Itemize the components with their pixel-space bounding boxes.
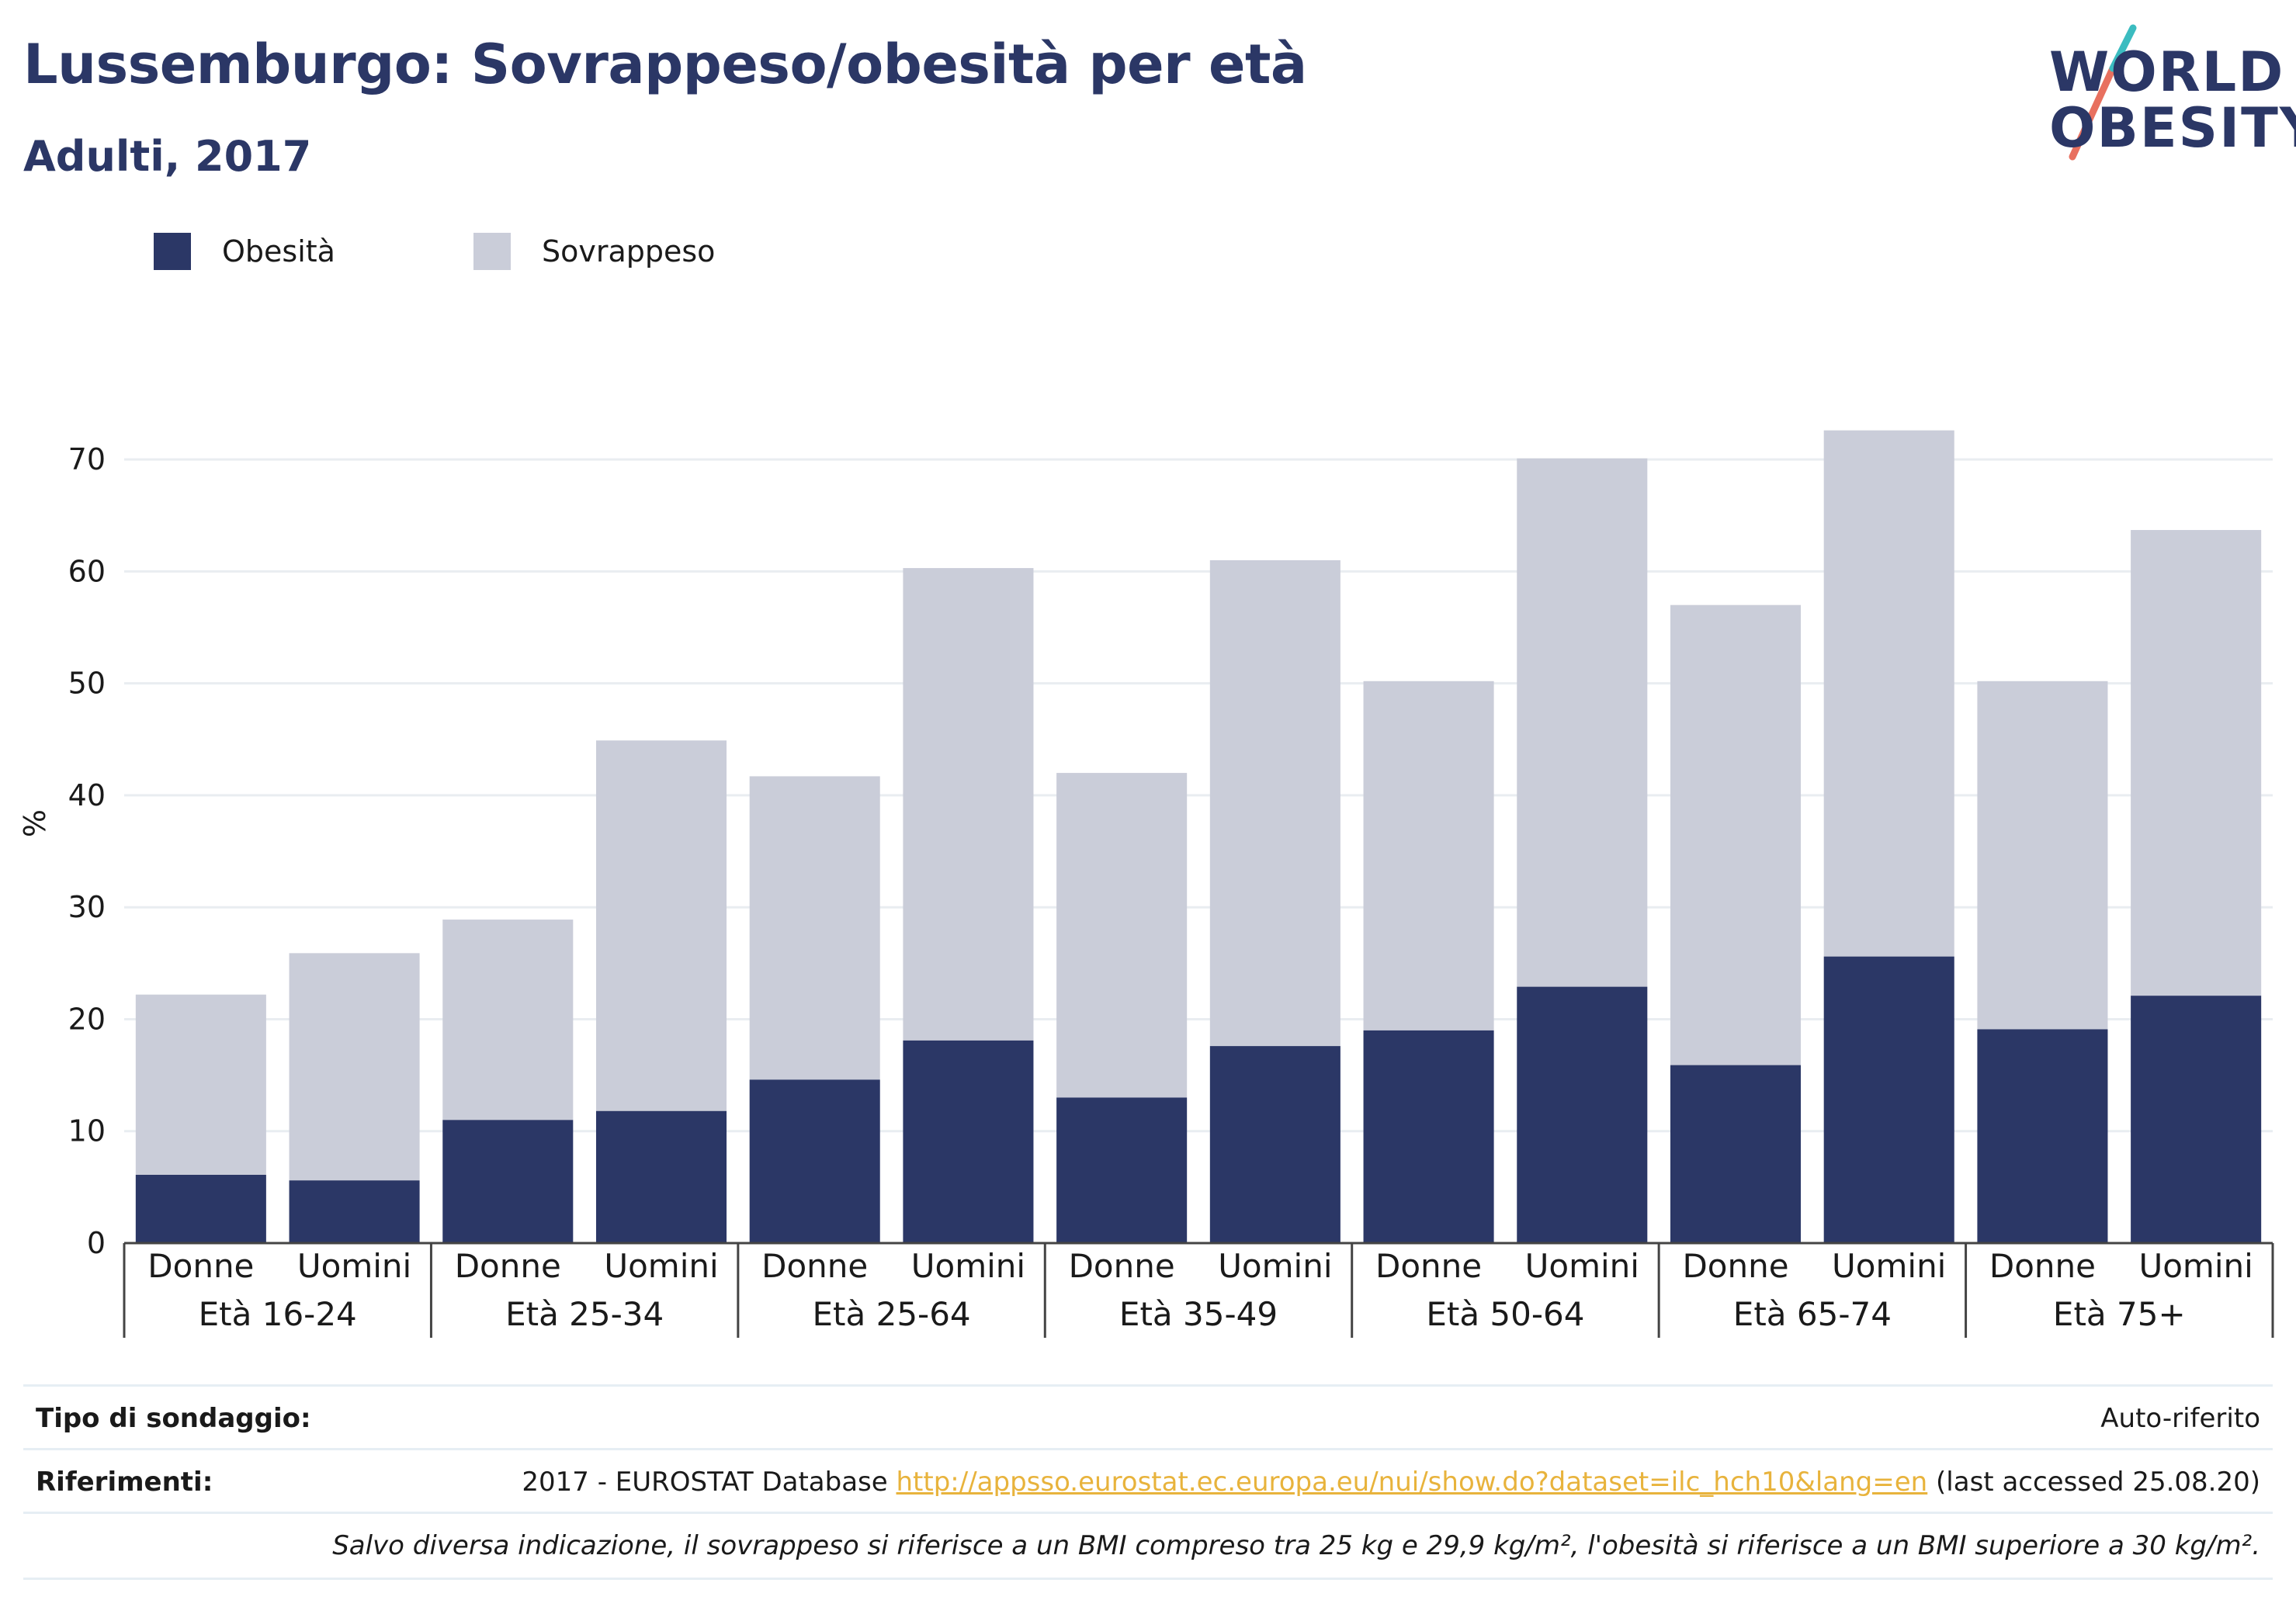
y-tick-label: 70	[68, 442, 106, 476]
x-subcategory-label: Donne	[1682, 1247, 1788, 1285]
survey-type-label: Tipo di sondaggio:	[36, 1403, 311, 1434]
x-subcategory-label: Donne	[455, 1247, 561, 1285]
footer-row-survey: Tipo di sondaggio: Auto-riferito	[23, 1384, 2273, 1450]
y-axis-label: %	[18, 809, 52, 837]
x-group-label: Età 16-24	[199, 1295, 357, 1333]
x-subcategory-label: Uomini	[604, 1247, 718, 1285]
bar-segment-obesity	[1056, 1097, 1188, 1243]
stacked-bar-chart: 0 10 20 30 40 50 60 70% Donne Uomini Donne Uomini Do…	[18, 430, 2274, 1338]
x-group-label: Età 50-64	[1426, 1295, 1584, 1333]
bar-segment-obesity	[1977, 1029, 2108, 1243]
legend-label-overweight: Sovrappeso	[542, 234, 716, 268]
bar-segment-overweight	[1977, 681, 2108, 1030]
y-tick-label: 0	[87, 1226, 106, 1260]
references-suffix: (last accessed 25.08.20)	[1927, 1467, 2260, 1498]
x-group-label: Età 75+	[2053, 1295, 2186, 1333]
x-subcategory-label: Donne	[761, 1247, 868, 1285]
bar-segment-overweight	[1056, 773, 1188, 1098]
eurostat-link[interactable]: http://appsso.eurostat.ec.europa.eu/nui/…	[896, 1467, 1928, 1498]
bar-segment-overweight	[442, 920, 574, 1120]
chart-subtitle: Adulti, 2017	[23, 132, 312, 181]
logo-text-world: WORLD	[2049, 40, 2285, 104]
chart-title: Lussemburgo: Sovrappeso/obesità per età	[23, 33, 1307, 96]
bar-segment-obesity	[903, 1040, 1034, 1243]
references-prefix: 2017 - EUROSTAT Database	[522, 1467, 897, 1498]
legend-item-overweight: Sovrappeso	[473, 230, 715, 273]
bar-segment-obesity	[1363, 1030, 1494, 1243]
x-subcategory-label: Donne	[147, 1247, 254, 1285]
x-group-label: Età 25-64	[813, 1295, 971, 1333]
legend-label-obesity: Obesità	[222, 234, 335, 268]
y-tick-label: 40	[68, 778, 106, 812]
bar-segment-obesity	[442, 1120, 574, 1243]
bar-segment-obesity	[1209, 1046, 1340, 1243]
logo-text-obesity: OBESITY	[2049, 96, 2296, 160]
y-tick-label: 30	[68, 890, 106, 924]
y-tick-label: 60	[68, 554, 106, 588]
bar-segment-overweight	[135, 994, 266, 1175]
y-tick-label: 10	[68, 1114, 106, 1148]
bar-segment-obesity	[289, 1180, 420, 1243]
footer-row-note: Salvo diversa indicazione, il sovrappeso…	[23, 1512, 2273, 1580]
x-group-label: Età 25-34	[505, 1295, 664, 1333]
bar-segment-obesity	[1670, 1065, 1802, 1243]
y-tick-label: 50	[68, 667, 106, 701]
logo-slash-icon	[2069, 24, 2137, 161]
bar-segment-obesity	[595, 1110, 727, 1243]
bar-segment-overweight	[289, 953, 420, 1181]
bar-segment-overweight	[2131, 530, 2262, 996]
references-label: Riferimenti:	[36, 1467, 213, 1498]
bar-segment-obesity	[135, 1174, 266, 1243]
x-subcategory-label: Uomini	[1832, 1247, 1946, 1285]
world-obesity-logo: WORLD OBESITY	[2018, 23, 2296, 171]
bar-segment-overweight	[1363, 681, 1494, 1030]
bar-segment-overweight	[1823, 430, 1954, 957]
x-group-label: Età 65-74	[1733, 1295, 1892, 1333]
bar-segment-overweight	[903, 568, 1034, 1041]
x-subcategory-label: Donne	[1069, 1247, 1175, 1285]
bar-segment-obesity	[1823, 956, 1954, 1243]
bar-segment-obesity	[2131, 996, 2262, 1243]
legend-item-obesity: Obesità	[154, 230, 335, 273]
x-subcategory-label: Uomini	[1525, 1247, 1639, 1285]
x-subcategory-label: Uomini	[1218, 1247, 1332, 1285]
bar-segment-overweight	[1670, 604, 1802, 1065]
survey-type-value: Auto-riferito	[2100, 1403, 2260, 1434]
footer-row-references: Riferimenti: 2017 - EUROSTAT Database ht…	[23, 1448, 2273, 1514]
x-subcategory-label: Donne	[1375, 1247, 1482, 1285]
bar-segment-obesity	[1517, 986, 1648, 1243]
bar-segment-overweight	[1517, 458, 1648, 987]
bar-segment-overweight	[595, 740, 727, 1111]
bar-segment-overweight	[1209, 559, 1340, 1047]
x-subcategory-label: Donne	[1989, 1247, 2096, 1285]
y-tick-label: 20	[68, 1002, 106, 1036]
legend-swatch-obesity	[154, 233, 191, 270]
legend-swatch-overweight	[473, 233, 511, 270]
x-subcategory-label: Uomini	[911, 1247, 1025, 1285]
bar-segment-overweight	[749, 776, 880, 1080]
x-subcategory-label: Uomini	[297, 1247, 411, 1285]
references-value: 2017 - EUROSTAT Database http://appsso.e…	[522, 1467, 2273, 1498]
x-group-label: Età 35-49	[1119, 1295, 1278, 1333]
x-subcategory-label: Uomini	[2138, 1247, 2253, 1285]
bar-segment-obesity	[749, 1079, 880, 1243]
bmi-definition-note: Salvo diversa indicazione, il sovrappeso…	[332, 1530, 2260, 1561]
